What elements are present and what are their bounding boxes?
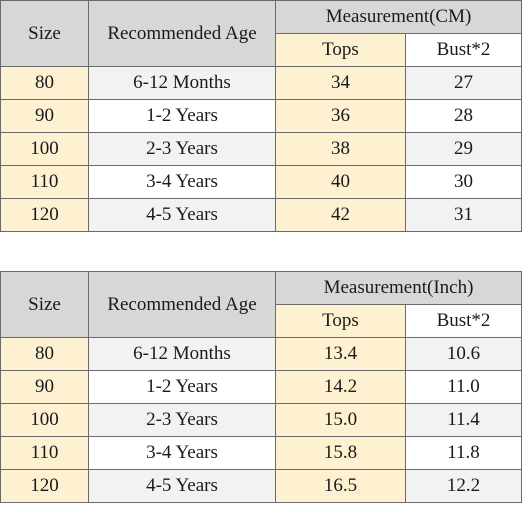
age-cell: 1-2 Years	[88, 99, 276, 133]
table-row: 80 6-12 Months 13.4 10.6	[0, 337, 522, 371]
table-row: 90 1-2 Years 36 28	[0, 99, 522, 133]
table-row: 120 4-5 Years 42 31	[0, 198, 522, 232]
tops-cell: 40	[275, 165, 406, 199]
age-cell: 3-4 Years	[88, 436, 276, 470]
size-header: Size	[0, 0, 89, 67]
tops-cell: 16.5	[275, 469, 406, 503]
measurement-header: Measurement(Inch)	[274, 271, 522, 305]
tops-cell: 38	[275, 132, 406, 166]
bust-cell: 31	[404, 198, 522, 232]
size-cell: 90	[0, 370, 89, 404]
age-cell: 6-12 Months	[88, 66, 276, 100]
size-cell: 120	[0, 469, 89, 503]
size-cell: 110	[0, 165, 89, 199]
size-cell: 100	[0, 132, 89, 166]
bust-cell: 30	[404, 165, 522, 199]
bust-cell: 28	[404, 99, 522, 133]
tops-header: Tops	[275, 304, 406, 338]
bust-cell: 11.8	[404, 436, 522, 470]
size-table-inch: Size Recommended Age Measurement(Inch) T…	[0, 271, 522, 503]
age-cell: 1-2 Years	[88, 370, 276, 404]
table-row: 100 2-3 Years 15.0 11.4	[0, 403, 522, 437]
table-row: 100 2-3 Years 38 29	[0, 132, 522, 166]
tops-cell: 13.4	[275, 337, 406, 371]
bust-header: Bust*2	[404, 33, 522, 67]
age-cell: 2-3 Years	[88, 403, 276, 437]
size-header: Size	[0, 271, 89, 338]
size-table-cm: Size Recommended Age Measurement(CM) Top…	[0, 0, 522, 232]
bust-cell: 11.4	[404, 403, 522, 437]
age-cell: 4-5 Years	[88, 469, 276, 503]
bust-cell: 11.0	[404, 370, 522, 404]
size-cell: 90	[0, 99, 89, 133]
tops-cell: 15.0	[275, 403, 406, 437]
bust-cell: 29	[404, 132, 522, 166]
tops-cell: 15.8	[275, 436, 406, 470]
table-row: 80 6-12 Months 34 27	[0, 66, 522, 100]
table-row: 110 3-4 Years 40 30	[0, 165, 522, 199]
table-row: 110 3-4 Years 15.8 11.8	[0, 436, 522, 470]
age-cell: 6-12 Months	[88, 337, 276, 371]
bust-cell: 12.2	[404, 469, 522, 503]
age-header: Recommended Age	[88, 271, 276, 338]
tops-cell: 14.2	[275, 370, 406, 404]
size-cell: 100	[0, 403, 89, 437]
tops-cell: 42	[275, 198, 406, 232]
size-cell: 80	[0, 66, 89, 100]
size-cell: 80	[0, 337, 89, 371]
size-cell: 110	[0, 436, 89, 470]
table-row: 120 4-5 Years 16.5 12.2	[0, 469, 522, 503]
table-row: 90 1-2 Years 14.2 11.0	[0, 370, 522, 404]
age-cell: 4-5 Years	[88, 198, 276, 232]
age-cell: 3-4 Years	[88, 165, 276, 199]
bust-cell: 10.6	[404, 337, 522, 371]
bust-cell: 27	[404, 66, 522, 100]
tops-header: Tops	[275, 33, 406, 67]
bust-header: Bust*2	[404, 304, 522, 338]
tops-cell: 36	[275, 99, 406, 133]
age-header: Recommended Age	[88, 0, 276, 67]
age-cell: 2-3 Years	[88, 132, 276, 166]
measurement-header: Measurement(CM)	[274, 0, 522, 34]
tops-cell: 34	[275, 66, 406, 100]
size-cell: 120	[0, 198, 89, 232]
